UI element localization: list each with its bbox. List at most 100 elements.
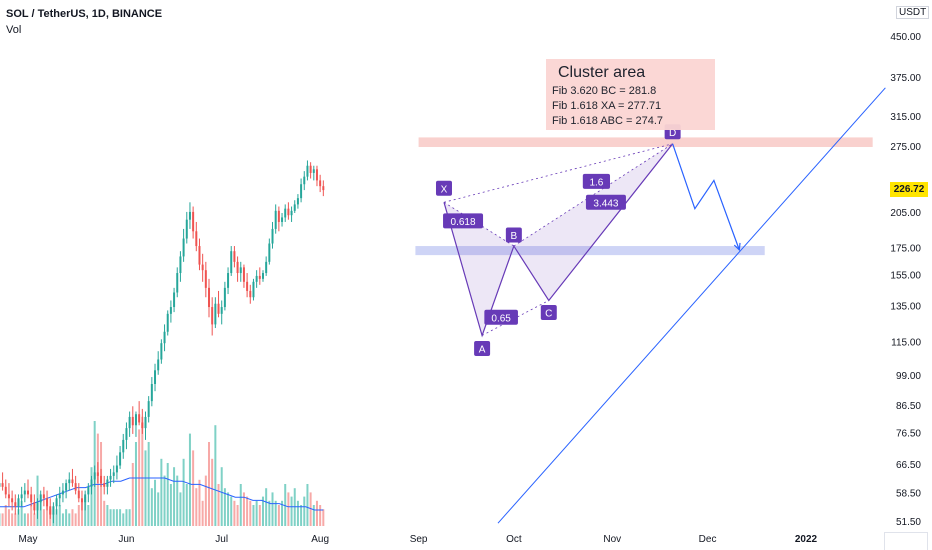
price-tick-label: 86.50 [896,401,921,412]
candle [195,231,198,247]
candle [303,176,306,185]
volume-bar [90,467,93,526]
volume-bar [1,513,4,526]
candle [315,169,318,181]
volume-bar [239,484,242,526]
volume-bar [119,509,122,526]
candle [312,169,315,173]
projection-arrowhead [733,242,741,252]
cluster-line: Fib 3.620 BC = 281.8 [552,85,657,97]
axis-corner [884,532,928,550]
volume-bar [309,492,312,526]
volume-bar [20,500,23,526]
symbol-title[interactable]: SOL / TetherUS, 1D, BINANCE [6,8,163,20]
price-tick-label: 375.00 [890,73,921,84]
candle [17,498,20,507]
point-label: X [441,184,448,195]
volume-bar [169,484,172,526]
price-tick-label: 99.00 [896,371,921,382]
volume-bar [106,505,109,526]
volume-bar [227,492,230,526]
volume-legend[interactable]: Vol [6,24,22,36]
candle [36,502,39,511]
candle [49,506,52,515]
candle [249,290,252,298]
time-tick-label: Jul [215,534,228,545]
time-tick-label: Oct [506,534,522,545]
volume-bar [255,500,258,526]
price-tick-label: 275.00 [890,142,921,153]
candle [169,307,172,314]
candle [109,475,112,480]
volume-bar [58,505,61,526]
candle [68,479,71,484]
volume-bar [68,513,71,526]
cluster-area-box: Cluster area Fib 3.620 BC = 281.8 Fib 1.… [546,59,715,130]
currency-unit[interactable]: USDT [896,6,930,19]
volume-bar [160,458,163,526]
candle [319,180,322,187]
volume-bar [55,509,58,526]
volume-bar [141,416,144,526]
candle [33,502,36,511]
candle [284,208,287,218]
volume-bar [204,475,207,526]
volume-bar [211,458,214,526]
volume-bar [163,475,166,526]
candle [93,472,96,480]
point-label-bg [474,340,491,356]
volume-bar [268,500,271,526]
volume-bar [192,450,195,526]
trendline [497,87,886,524]
volume-bar [217,484,220,526]
candle [306,165,309,177]
candle [141,422,144,429]
candle [204,270,207,288]
volume-bar [223,488,226,526]
candle [166,313,169,332]
candle [112,472,115,476]
volume-bar [144,450,147,526]
ratio-label-bg [484,309,518,325]
candle [258,275,261,279]
point-label-bg [505,227,522,243]
ratio-label-bg [585,194,626,210]
candle [223,287,226,308]
point-label: A [479,344,486,355]
candle [163,331,166,344]
price-tick-label: 76.50 [896,428,921,439]
volume-bar [315,500,318,526]
volume-bar [42,509,45,526]
pattern-fill-bcd [513,143,673,301]
candle [188,211,191,220]
candle [239,267,242,274]
volume-bar [185,484,188,526]
price-tick-label: 58.50 [896,488,921,499]
point-label-bg [540,304,557,320]
volume-bar [71,509,74,526]
last-price-tag: 226.72 [890,181,928,197]
time-tick-label: Nov [603,534,621,545]
volume-bar [77,505,80,526]
candle [4,486,7,495]
candle [77,490,80,499]
volume-bar [182,458,185,526]
candle [255,275,258,282]
volume-bar [150,488,153,526]
candle [230,251,233,274]
volume-bar [261,496,264,526]
candle [179,256,182,274]
volume-bar [296,500,299,526]
projection-path [672,143,740,251]
volume-bar [87,505,90,526]
volume-bar [11,513,14,526]
volume-bar [103,500,106,526]
price-tick-label: 450.00 [890,32,921,43]
price-tick-label: 135.00 [890,301,921,312]
time-tick-label: Jun [118,534,134,545]
candle [65,483,68,491]
volume-bar [176,475,179,526]
candle [20,494,23,499]
